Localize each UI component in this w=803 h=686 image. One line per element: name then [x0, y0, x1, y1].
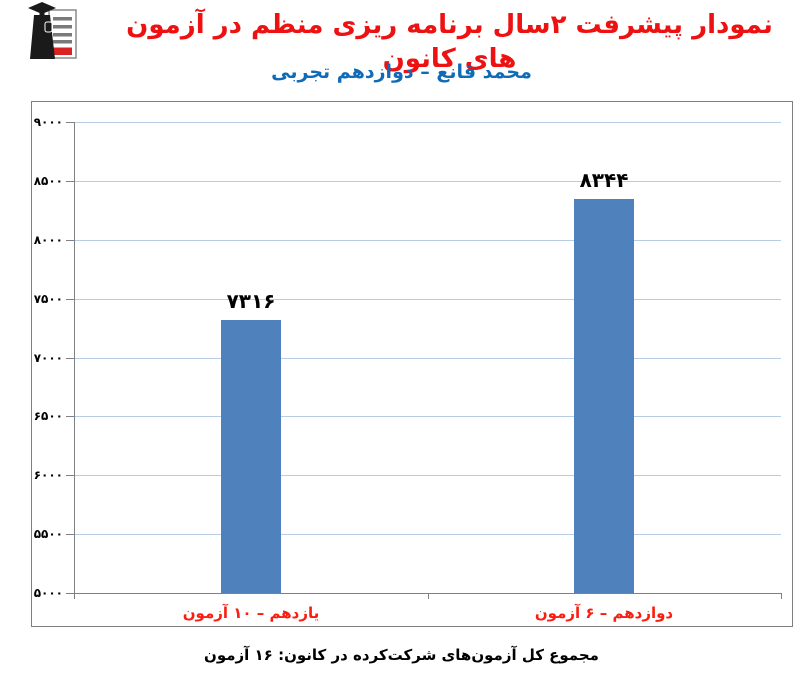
y-gridline [74, 358, 781, 359]
y-tick-label: ۷۰۰۰ [33, 351, 63, 365]
y-tick-label: ۷۵۰۰ [33, 292, 63, 306]
y-axis-tick [66, 358, 74, 359]
y-axis-tick [66, 593, 74, 594]
y-tick-label: ۵۰۰۰ [33, 586, 63, 600]
x-axis-tick [781, 593, 782, 599]
chart-plot-area: ۹۰۰۰ ۸۵۰۰ ۸۰۰۰ ۷۵۰۰ ۷۰۰۰ ۶۵۰۰ ۶۰۰۰ ۵۵۰۰ ۵۰۰۰ ۷۳۱۶… [31, 101, 793, 627]
x-axis-tick [74, 593, 75, 599]
y-gridline [74, 534, 781, 535]
chart-title: نمودار پیشرفت ۲سال برنامه ریزی منظم در آ… [126, 10, 773, 74]
y-gridline [74, 416, 781, 417]
x-axis-tick [428, 593, 429, 599]
kanoon-logo [28, 2, 78, 62]
y-axis [74, 122, 75, 593]
y-tick-label: ۹۰۰۰ [33, 115, 63, 129]
y-gridline [74, 181, 781, 182]
y-axis-tick [66, 534, 74, 535]
y-gridline [74, 240, 781, 241]
bar-2 [574, 199, 634, 593]
y-gridline [74, 122, 781, 123]
y-tick-label: ۶۵۰۰ [33, 409, 63, 423]
y-axis-tick [66, 181, 74, 182]
total-exams-caption: مجموع کل آزمون‌های شرکت‌کرده در کانون: ۱… [204, 646, 599, 664]
x-category-label: دوازدهم – ۶ آزمون [534, 604, 674, 622]
y-tick-label: ۸۵۰۰ [33, 174, 63, 188]
y-tick-label: ۵۵۰۰ [33, 527, 63, 541]
y-axis-tick [66, 122, 74, 123]
y-axis-tick [66, 475, 74, 476]
y-axis-tick [66, 416, 74, 417]
chart-subtitle: محمد قانع – دوازدهم تجربی [271, 61, 532, 83]
y-tick-label: ۸۰۰۰ [33, 233, 63, 247]
bar-value-label: ۸۳۴۴ [579, 168, 629, 192]
graduate-logo-icon [28, 2, 77, 59]
bar-value-label: ۷۳۱۶ [226, 289, 276, 313]
y-axis-tick [66, 299, 74, 300]
y-tick-label: ۶۰۰۰ [33, 468, 63, 482]
y-gridline [74, 299, 781, 300]
x-category-label: یازدهم – ۱۰ آزمون [182, 604, 320, 622]
y-gridline [74, 475, 781, 476]
bar-1 [221, 320, 281, 593]
y-axis-tick [66, 240, 74, 241]
